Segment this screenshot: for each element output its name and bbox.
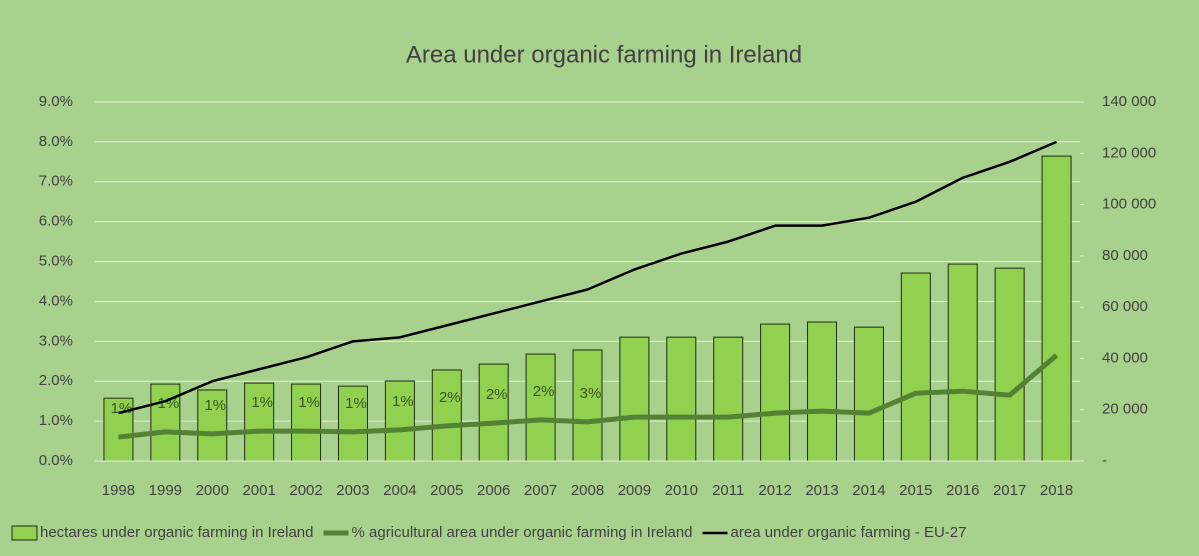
legend-label: area under organic farming - EU-27 [731,524,967,541]
x-tick-label: 2010 [665,482,698,499]
bar [760,323,791,462]
x-tick-label: 2009 [618,482,651,499]
data-label: 3% [580,385,602,402]
data-label: 1% [204,397,226,414]
x-tick-label: 2011 [712,482,744,499]
x-tick-label: 2018 [1040,482,1073,499]
data-label: 2% [486,386,508,403]
x-tick-label: 2016 [946,482,979,499]
x-tick-label: 2001 [242,482,275,499]
bar [197,389,228,462]
x-tick-label: 2013 [805,482,838,499]
data-label: 1% [392,393,414,410]
bar [525,353,556,462]
bar [244,382,275,462]
line [118,353,1059,440]
data-label: 2% [533,383,555,400]
bar [384,380,415,462]
legend-label: % agricultural area under organic farmin… [352,524,693,541]
bar [994,267,1025,462]
y-tick-label: 5.0% [39,253,73,270]
y2-tick-label: 120 000 [1102,144,1156,161]
y-tick-label: 2.0% [39,372,73,389]
y2-tick-label: 140 000 [1102,93,1156,110]
data-label: 1% [111,400,133,417]
y2-tick-label: 40 000 [1102,349,1148,366]
bar [900,272,931,462]
x-tick-label: 2007 [524,482,557,499]
x-tick-label: 2012 [758,482,791,499]
y2-tick-label: 20 000 [1102,401,1148,418]
bar [947,263,978,462]
y-tick-label: 9.0% [39,93,73,110]
bar [619,336,650,462]
y-tick-label: 3.0% [39,332,73,349]
y2-tick-label: - [1102,452,1107,469]
y-tick-label: 0.0% [39,452,73,469]
x-tick-label: 1998 [102,482,135,499]
x-tick-label: 2004 [383,482,416,499]
y2-tick-label: 80 000 [1102,247,1148,264]
x-tick-label: 2015 [899,482,932,499]
x-tick-label: 1999 [149,482,182,499]
x-tick-label: 2002 [289,482,322,499]
y-tick-label: 8.0% [39,133,73,150]
data-label: 1% [298,394,320,411]
line [118,140,1058,415]
x-tick-label: 2014 [852,482,885,499]
y-tick-label: 1.0% [39,412,73,429]
x-tick-label: 2017 [993,482,1026,499]
bar [478,363,509,462]
legend-label: hectares under organic farming in Irelan… [40,524,314,541]
x-tick-label: 2000 [196,482,229,499]
bar [103,397,134,462]
bar [431,369,462,462]
y2-tick-label: 60 000 [1102,298,1148,315]
bar [713,336,744,462]
x-tick-label: 2003 [336,482,369,499]
x-tick-label: 2008 [571,482,604,499]
data-label: 1% [158,395,180,412]
x-tick-label: 2005 [430,482,463,499]
y2-tick-label: 100 000 [1102,196,1156,213]
bar [807,321,838,462]
data-label: 2% [439,389,461,406]
legend-swatch [11,525,38,541]
bar [572,349,603,462]
bar [666,336,697,462]
x-tick-label: 2006 [477,482,510,499]
y-tick-label: 7.0% [39,173,73,190]
data-label: 1% [345,395,367,412]
bar [1041,155,1072,462]
y-tick-label: 6.0% [39,213,73,230]
chart-title: Area under organic farming in Ireland [406,41,802,68]
bar [853,326,884,462]
bar [291,383,322,462]
data-label: 1% [251,394,273,411]
y-tick-label: 4.0% [39,292,73,309]
